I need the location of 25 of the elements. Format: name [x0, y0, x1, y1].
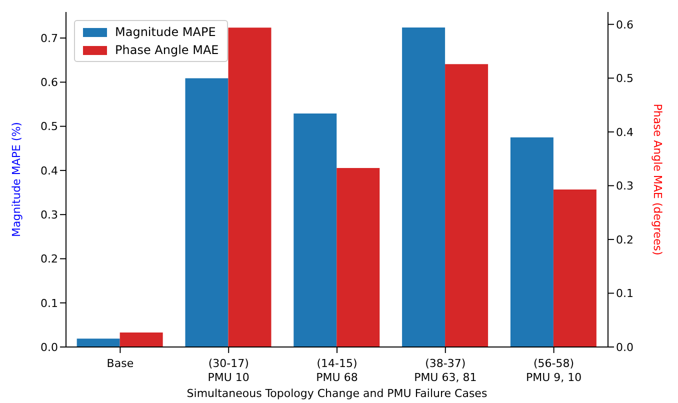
y-tick-label: 0.5	[40, 120, 58, 134]
x-tick-label: (30-17) PMU 10	[208, 357, 250, 384]
y-tick-label: 0.3	[40, 208, 58, 222]
x-axis-title: Simultaneous Topology Change and PMU Failure Cases	[186, 387, 488, 400]
x-tick-label: Base	[106, 357, 134, 370]
y2-tick-label: 0.1	[616, 287, 634, 300]
y-tick-label: 0.2	[40, 252, 58, 266]
y-axis-title: Magnitude MAPE (%)	[10, 122, 23, 237]
y2-tick-label: 0.5	[616, 72, 634, 86]
y-tick-label: 0.4	[40, 164, 58, 178]
y2-axis-title: Phase Angle MAE (degrees)	[651, 104, 664, 256]
legend-label: Magnitude MAPE	[115, 24, 216, 41]
y2-tick-label: 0.6	[616, 18, 634, 32]
y2-tick-label: 0.0	[616, 340, 634, 354]
y-tick-label: 0.7	[40, 32, 58, 45]
y-tick-label: 0.1	[40, 296, 58, 310]
x-tick-label: (38-37) PMU 63, 81	[414, 357, 477, 384]
y2-tick-label: 0.2	[616, 233, 634, 246]
y2-tick-label: 0.3	[616, 180, 634, 193]
y-tick-label: 0.6	[40, 76, 58, 90]
x-tick-label: (14-15) PMU 68	[316, 357, 358, 384]
y-tick-label: 0.0	[40, 340, 58, 354]
x-tick-label: (56-58) PMU 9, 10	[526, 357, 582, 384]
legend-label: Phase Angle MAE	[115, 42, 219, 59]
y2-tick-label: 0.4	[616, 126, 634, 139]
